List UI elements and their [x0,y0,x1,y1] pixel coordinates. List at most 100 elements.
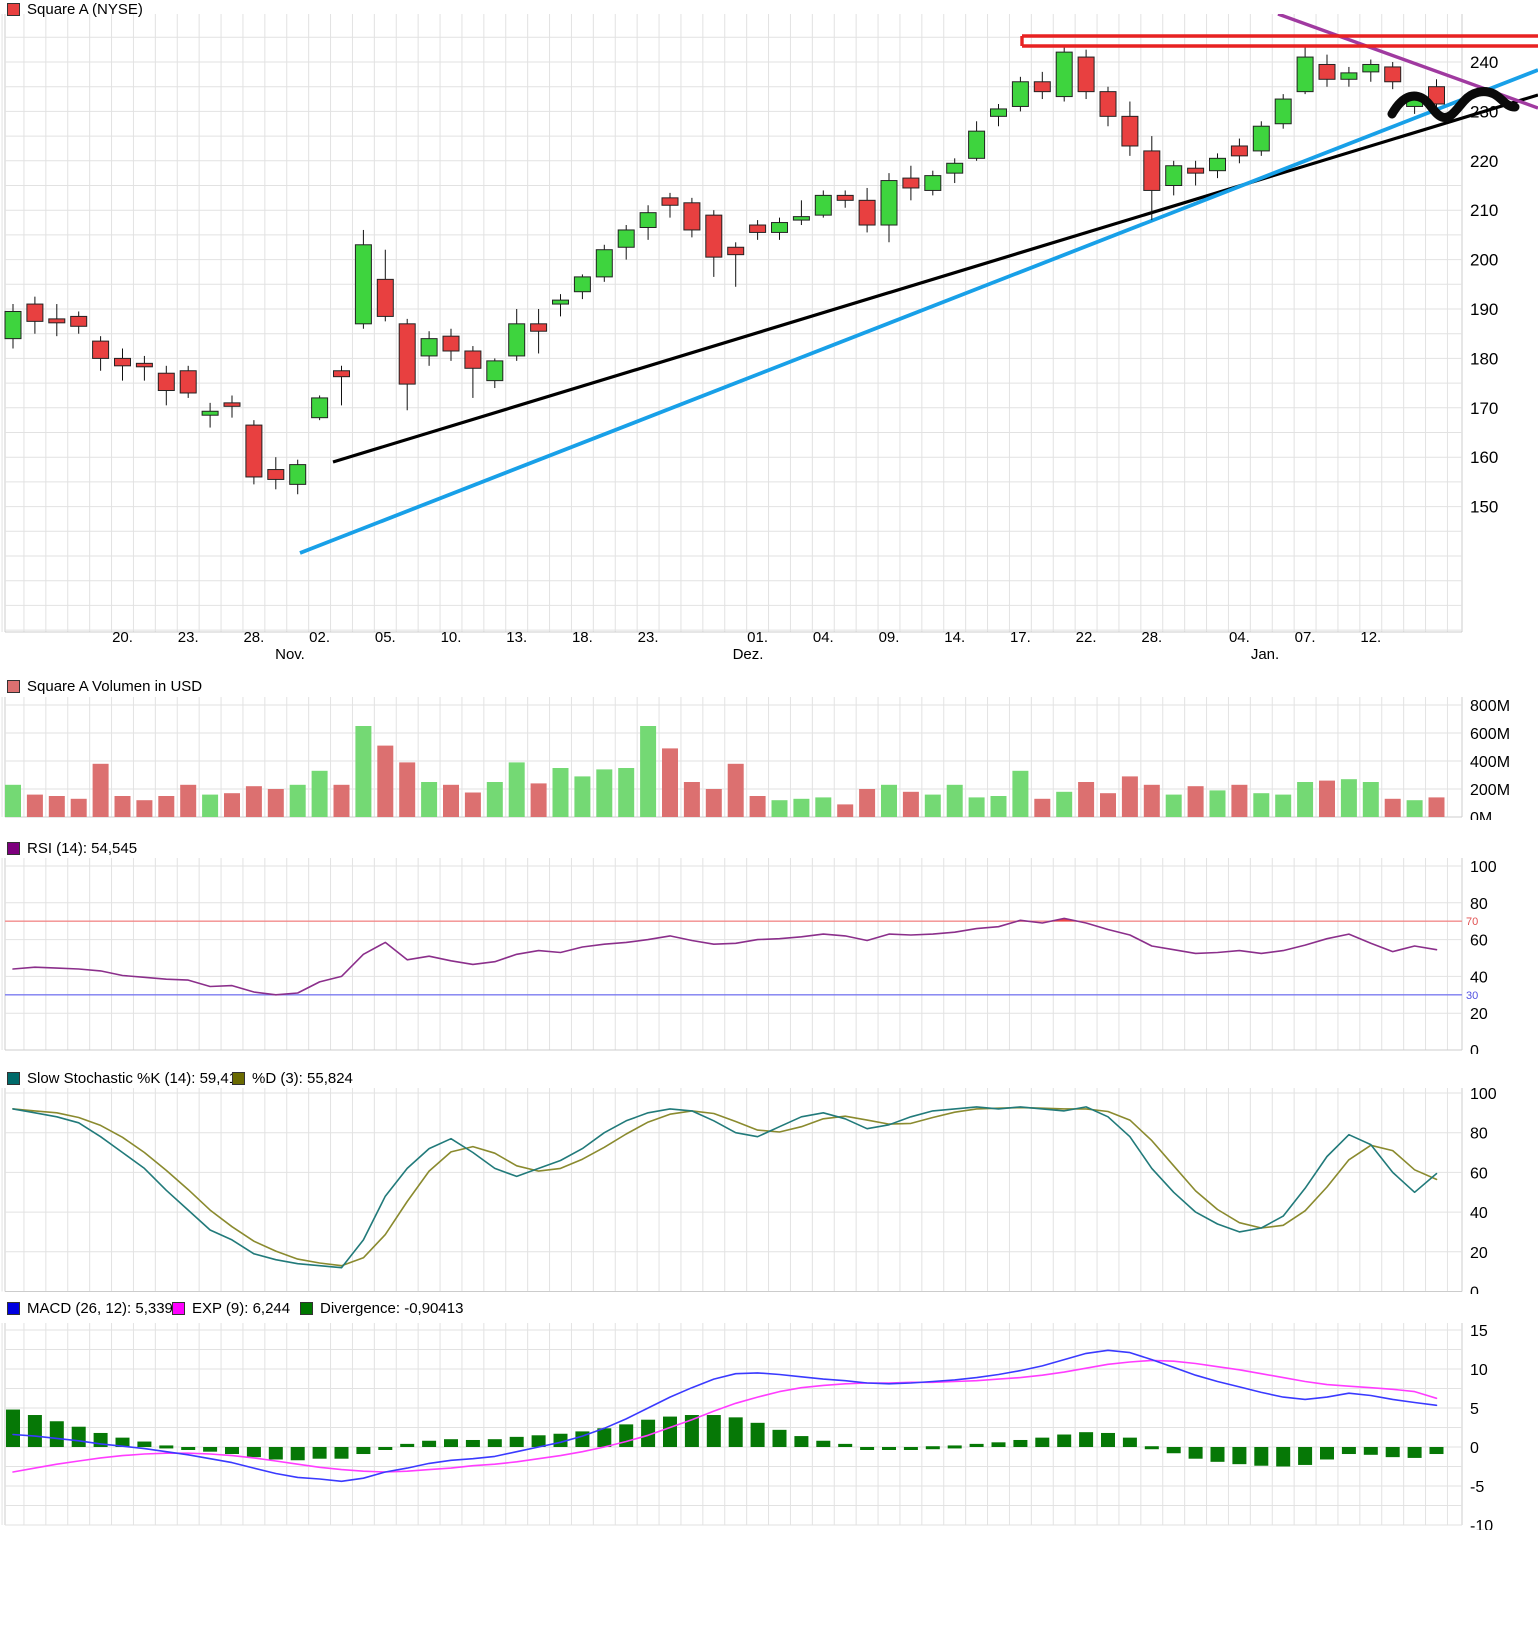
candlestick-down [114,348,131,381]
candlestick-down [727,242,745,287]
candle-body [26,303,44,322]
candlestick-up [573,274,591,300]
axis-tick-label: 160 [1470,448,1498,467]
candle-body [858,199,876,226]
candle-body [179,370,197,394]
axis-tick-label: 60 [1470,933,1488,950]
stochastic-chart-panel: 100 80 60 40 20 0 [1,1086,1497,1294]
candlestick-down [245,420,263,485]
rsi-line [12,917,1438,996]
candle-body [1099,91,1117,117]
candle-body [639,212,657,228]
macd-divergence-bar [663,1416,677,1447]
macd-divergence-bar [334,1447,349,1459]
candle-body [92,340,110,359]
candle-body [48,318,66,324]
axis-tick-label: 30 [1466,990,1478,1002]
axis-tick-label: 180 [1470,349,1498,368]
axis-tick-label: 600M [1470,726,1510,743]
macd-divergence-bar [838,1443,853,1447]
macd-divergence-bar [860,1447,875,1450]
volume-bar [1231,784,1248,817]
candle-body [880,180,898,226]
candle-body [1340,72,1358,80]
candle-body [1230,145,1248,157]
volume-legend-label: Square A Volumen in USD [27,678,203,695]
volume-bar [705,789,722,817]
candlestick-up [289,459,307,495]
macd-divergence-bar [991,1442,1006,1447]
volume-bar [1078,782,1095,817]
volume-bar [5,784,21,817]
macd-divergence-bar [487,1439,502,1447]
volume-bar [1143,784,1160,817]
macd-divergence-bar [772,1429,787,1447]
candlestick-down [464,346,482,398]
rsi-legend-item: RSI (14): 54,545 [7,840,137,857]
macd-divergence-bar [1407,1447,1422,1458]
volume-bar [881,784,897,817]
axis-tick-label: -10 [1470,1518,1493,1530]
candlestick-up [508,309,526,361]
macd-divergence-bar [378,1447,393,1450]
x-axis-day-label: 14. [944,629,965,646]
x-axis-day-label: 28. [1141,629,1162,646]
macd-divergence-bar [750,1422,765,1447]
candle-body [749,224,767,233]
volume-bar [311,770,328,817]
candlestick-up [1274,94,1292,129]
volume-bar [1319,780,1335,817]
stochastic-d-legend-label: %D (3): 55,824 [252,1070,353,1087]
macd-line-legend-item: MACD (26, 12): 5,3399 [7,1300,181,1317]
macd-divergence-bar [925,1446,940,1450]
macd-divergence-bar [1276,1447,1291,1467]
axis-tick-label: 100 [1470,859,1497,876]
x-axis-day-label: 12. [1360,629,1381,646]
candlestick-up [311,395,329,421]
candlestick-up [946,158,964,184]
candlestick-up [595,244,613,282]
volume-bar [377,745,394,817]
volume-bar [749,796,766,817]
macd-divergence-bar [1320,1447,1334,1460]
macd-divergence-bar [1341,1447,1356,1455]
volume-bar [530,783,547,817]
macd-divergence-bar [1429,1447,1444,1455]
macd-divergence-bar [1122,1437,1137,1447]
candle-body [201,410,219,416]
candlestick-down [749,220,767,240]
volume-bar [815,797,832,817]
macd-divergence-bar [641,1419,656,1447]
volume-bar [136,800,153,817]
volume-bar [946,784,963,817]
price-series-swatch-icon [7,3,20,16]
volume-legend: Square A Volumen in USD [0,678,1538,695]
macd-divergence-bar [312,1447,327,1459]
candlestick-up [1165,160,1183,196]
axis-tick-label: 80 [1470,1126,1488,1143]
candlestick-up [792,200,810,226]
axis-tick-label: 190 [1470,300,1498,319]
candlestick-down [1428,79,1445,114]
volume-bar [640,726,657,817]
axis-tick-label: 5 [1470,1401,1479,1418]
candle-body [924,175,942,191]
macd-line-legend-label: MACD (26, 12): 5,3399 [27,1300,182,1317]
candle-body [1296,56,1314,93]
macd-divergence-bar [181,1447,196,1450]
macd-divergence-bar [1298,1447,1313,1465]
macd-divergence-swatch-icon [300,1302,313,1315]
volume-bar [859,789,876,817]
candle-body [990,108,1007,117]
axis-tick-label: -5 [1470,1479,1484,1496]
candlestick-down [705,210,723,277]
macd-divergence-bar [137,1441,152,1447]
volume-bar [224,793,240,817]
volume-bar [158,796,175,817]
macd-exp-legend-item: EXP (9): 6,244 [172,1300,290,1317]
axis-tick-label: 70 [1466,916,1478,928]
volume-bar [70,798,87,817]
candlestick-down [157,365,175,406]
candlestick-up [201,402,219,428]
rsi-legend: RSI (14): 54,545 [0,840,1538,857]
